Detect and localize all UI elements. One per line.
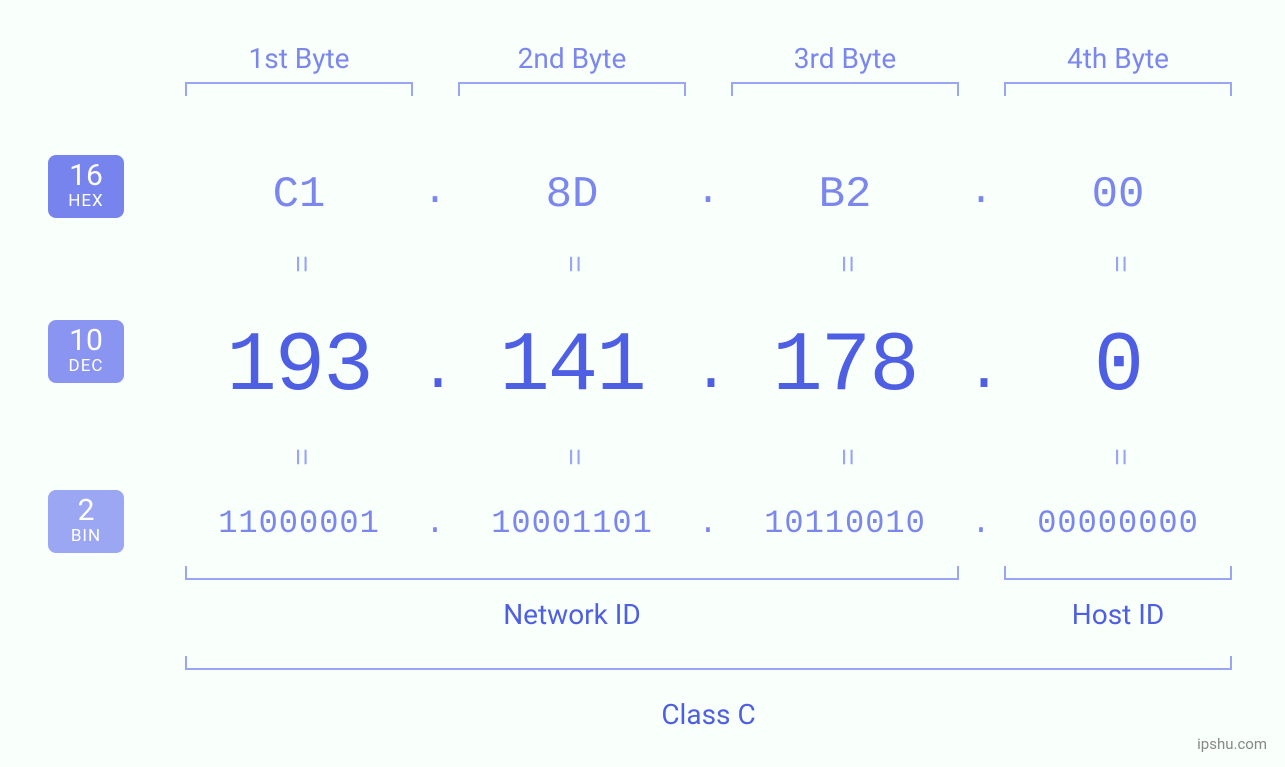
eq-hexdec-2: =	[555, 249, 589, 279]
dec-byte-3: 178	[731, 320, 959, 415]
bin-dot-1: .	[420, 505, 450, 542]
hex-dot-2: .	[693, 170, 723, 215]
bin-byte-2: 10001101	[458, 505, 686, 542]
eq-hexdec-3: =	[828, 249, 862, 279]
badge-dec-num: 10	[48, 326, 124, 356]
ip-diagram: 1st Byte 2nd Byte 3rd Byte 4th Byte 16 H…	[0, 0, 1285, 767]
dec-byte-4: 0	[1004, 320, 1232, 415]
class-label: Class C	[185, 698, 1232, 731]
watermark: ipshu.com	[1197, 735, 1267, 753]
bin-dot-3: .	[966, 505, 996, 542]
eq-hexdec-4: =	[1101, 249, 1135, 279]
eq-decbin-2: =	[555, 442, 589, 472]
hex-byte-3: B2	[731, 170, 959, 220]
dec-dot-2: .	[693, 338, 723, 406]
host-id-label: Host ID	[1004, 598, 1232, 631]
dec-byte-2: 141	[458, 320, 686, 415]
hex-dot-1: .	[420, 170, 450, 215]
byte-label-1: 1st Byte	[185, 42, 413, 75]
bin-dot-2: .	[693, 505, 723, 542]
badge-hex-num: 16	[48, 161, 124, 191]
byte-label-2: 2nd Byte	[458, 42, 686, 75]
eq-decbin-1: =	[282, 442, 316, 472]
top-bracket-4	[1004, 82, 1232, 96]
eq-decbin-4: =	[1101, 442, 1135, 472]
dec-byte-1: 193	[185, 320, 413, 415]
eq-hexdec-1: =	[282, 249, 316, 279]
hex-byte-2: 8D	[458, 170, 686, 220]
badge-bin-num: 2	[48, 496, 124, 526]
hex-byte-4: 00	[1004, 170, 1232, 220]
dec-dot-1: .	[420, 338, 450, 406]
top-bracket-3	[731, 82, 959, 96]
network-id-bracket	[185, 566, 959, 580]
byte-label-3: 3rd Byte	[731, 42, 959, 75]
badge-dec-label: DEC	[48, 358, 124, 375]
eq-decbin-3: =	[828, 442, 862, 472]
badge-bin: 2 BIN	[48, 490, 124, 553]
bin-byte-1: 11000001	[185, 505, 413, 542]
top-bracket-2	[458, 82, 686, 96]
badge-hex-label: HEX	[48, 193, 124, 210]
dec-dot-3: .	[966, 338, 996, 406]
hex-dot-3: .	[966, 170, 996, 215]
badge-bin-label: BIN	[48, 528, 124, 545]
class-bracket	[185, 656, 1232, 670]
badge-hex: 16 HEX	[48, 155, 124, 218]
badge-dec: 10 DEC	[48, 320, 124, 383]
bin-byte-4: 00000000	[1004, 505, 1232, 542]
host-id-bracket	[1004, 566, 1232, 580]
network-id-label: Network ID	[185, 598, 959, 631]
bin-byte-3: 10110010	[731, 505, 959, 542]
top-bracket-1	[185, 82, 413, 96]
byte-label-4: 4th Byte	[1004, 42, 1232, 75]
hex-byte-1: C1	[185, 170, 413, 220]
